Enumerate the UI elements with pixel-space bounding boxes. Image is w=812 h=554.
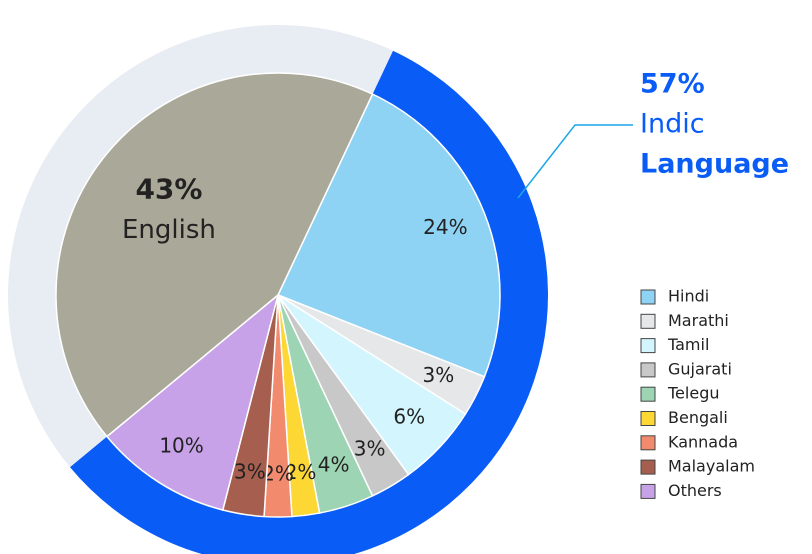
legend-swatch: [640, 313, 656, 329]
legend-label: Hindi: [668, 287, 709, 306]
legend-swatch: [640, 289, 656, 305]
legend-label: Gujarati: [668, 359, 732, 378]
pie-slice: [276, 93, 501, 378]
legend-label: Others: [668, 481, 722, 500]
annotation-value: 57%: [640, 69, 705, 100]
legend-label: Tamil: [667, 335, 709, 354]
slice-label: 24%: [423, 215, 467, 239]
legend-swatch: [640, 386, 656, 402]
pie-slice: [105, 292, 280, 511]
legend-label: Telegu: [667, 384, 719, 403]
annotation-text: Language: [640, 149, 789, 180]
ring-segment: [69, 50, 548, 554]
legend-swatch: [640, 483, 656, 499]
slice-label: 3%: [234, 459, 266, 483]
slice-label: 43%: [135, 172, 202, 205]
legend-label: Bengali: [668, 408, 728, 427]
slice-label: 6%: [393, 405, 425, 429]
legend-swatch: [640, 338, 656, 354]
legend-swatch: [640, 362, 656, 378]
annotation-text: Indic: [640, 109, 705, 140]
legend-label: Malayalam: [668, 457, 755, 476]
legend-swatch: [640, 411, 656, 426]
ring-segment: [7, 24, 393, 468]
slice-label: 4%: [318, 453, 350, 477]
pie-slice: [55, 72, 374, 438]
slice-label: 3%: [423, 363, 455, 387]
legend-swatch: [640, 435, 656, 451]
slice-category: English: [122, 215, 216, 245]
slice-label: 3%: [354, 436, 386, 460]
legend-swatch: [640, 459, 656, 475]
slice-label: 10%: [159, 433, 203, 457]
pointer-line: [517, 124, 633, 199]
legend-label: Kannada: [668, 432, 738, 451]
legend-label: Marathi: [668, 311, 729, 330]
